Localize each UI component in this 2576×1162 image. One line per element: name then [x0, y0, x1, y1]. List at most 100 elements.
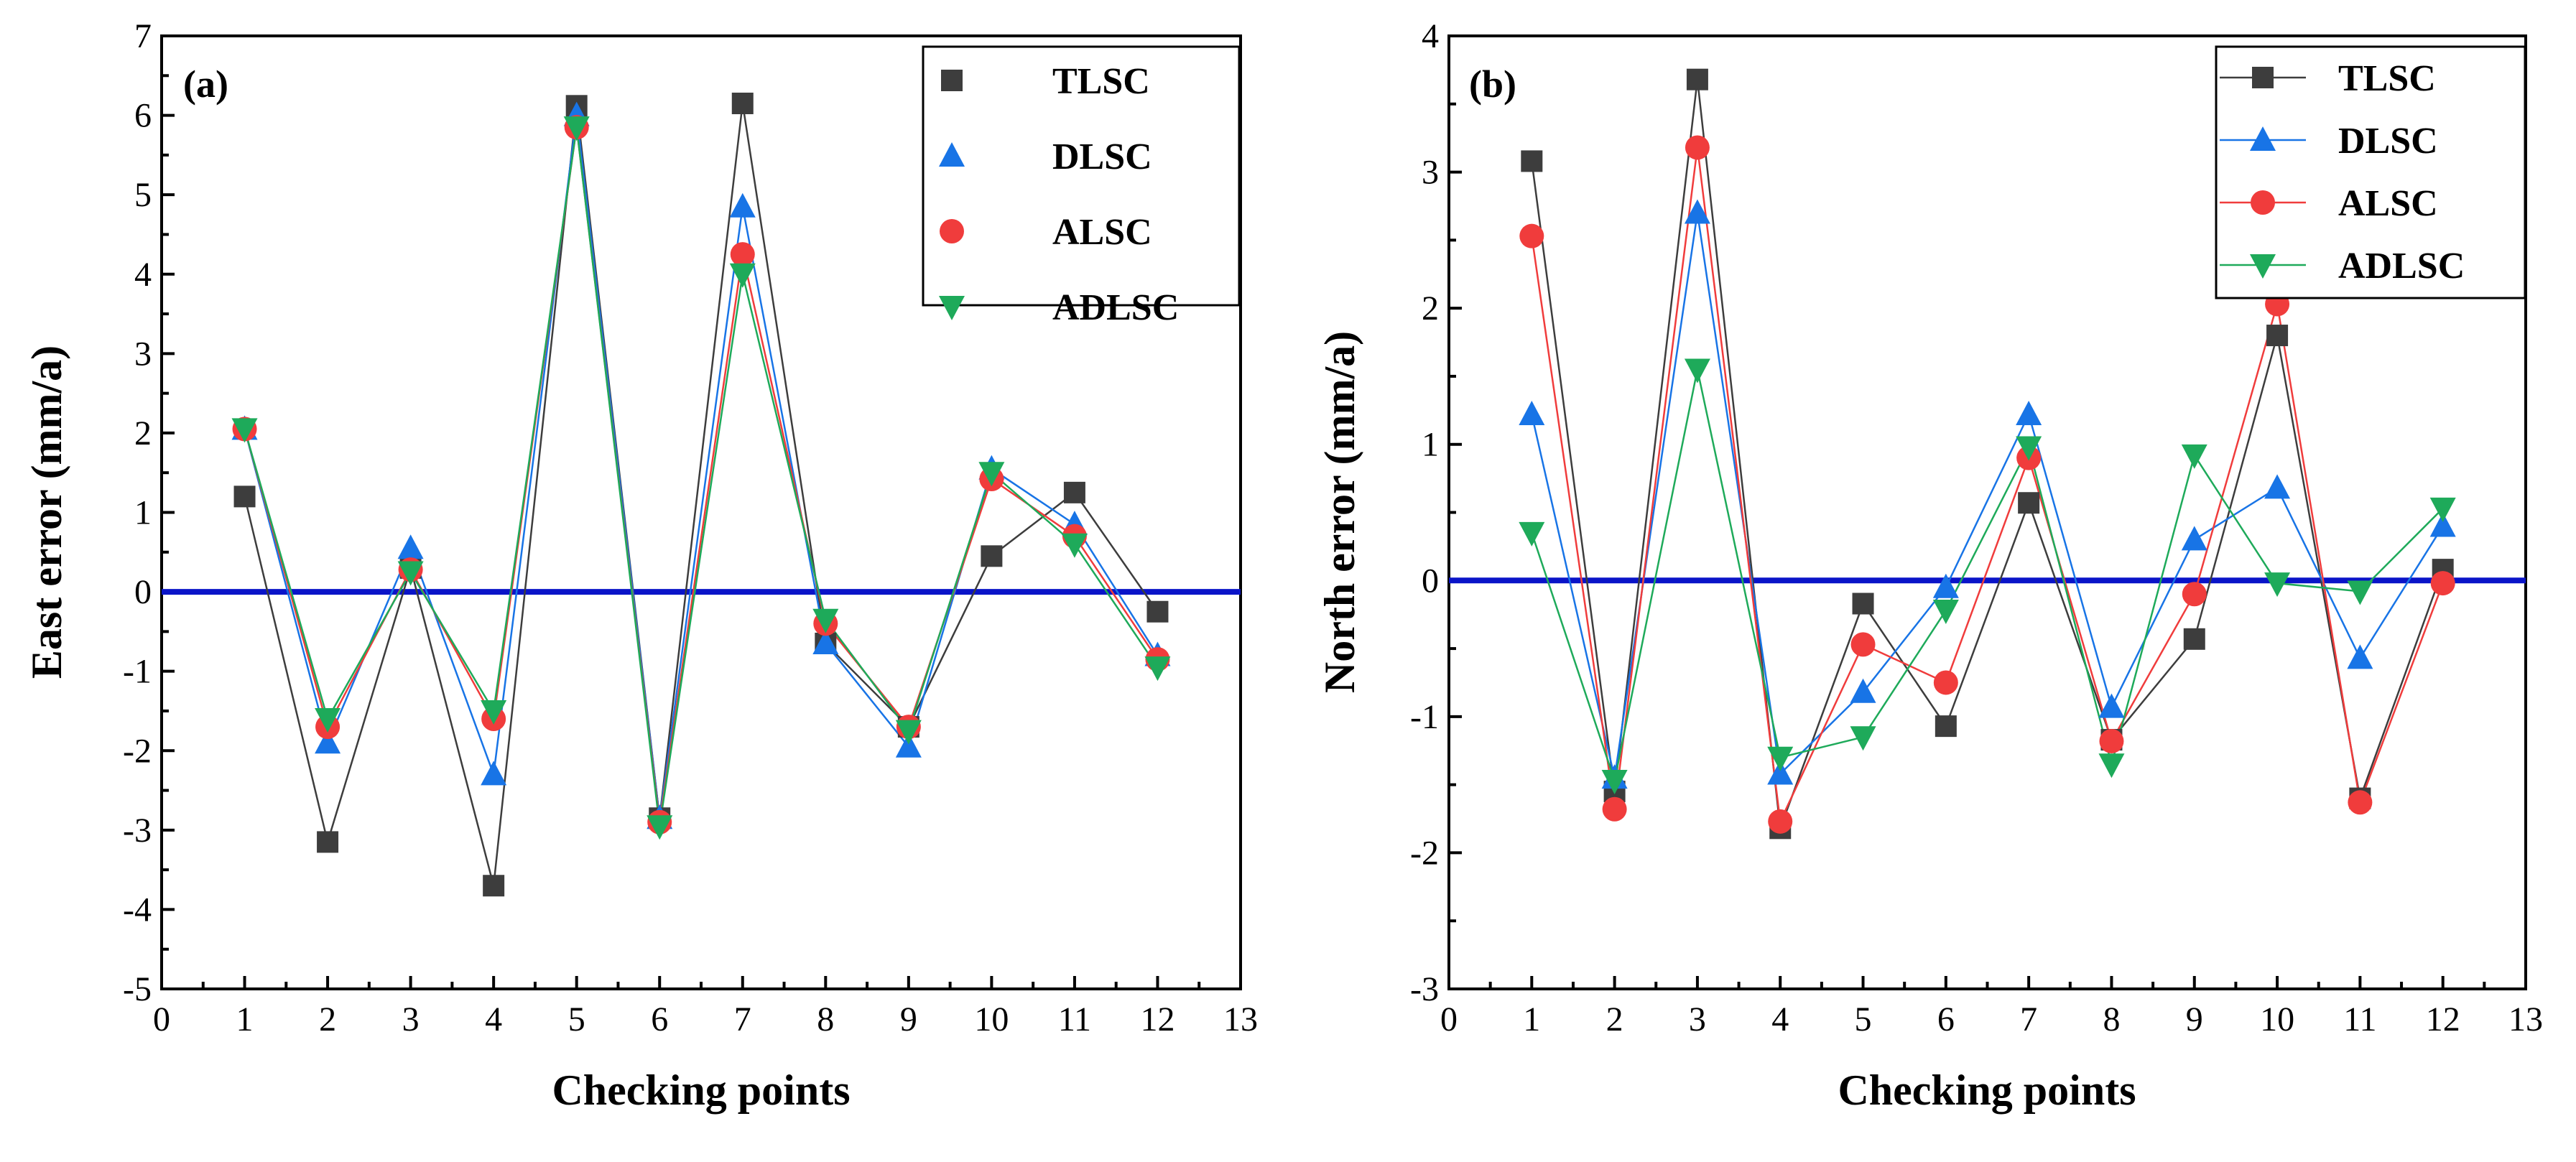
- x-tick-label: 9: [2186, 1000, 2203, 1038]
- y-tick-label: -3: [1410, 970, 1439, 1008]
- data-point-tlsc: [2183, 628, 2205, 650]
- data-point-dlsc: [895, 733, 922, 758]
- x-axis-title: Checking points: [1838, 1066, 2136, 1114]
- data-point-alsc: [1850, 632, 1876, 657]
- data-point-tlsc: [317, 831, 339, 853]
- y-tick-label: -1: [123, 653, 152, 691]
- x-tick-label: 4: [1771, 1000, 1789, 1038]
- x-tick-label: 6: [1937, 1000, 1955, 1038]
- x-tick-label: 8: [817, 1000, 834, 1038]
- legend-marker-adlsc: [939, 296, 965, 320]
- data-point-dlsc: [1684, 199, 1710, 224]
- legend-label-alsc: ALSC: [1052, 212, 1152, 253]
- legend-marker-adlsc: [2250, 254, 2276, 279]
- legend-label-dlsc: DLSC: [1052, 136, 1152, 177]
- data-point-adlsc: [315, 708, 341, 733]
- x-tick-label: 3: [402, 1000, 420, 1038]
- x-axis-title: Checking points: [552, 1066, 850, 1114]
- legend-marker-tlsc: [941, 70, 963, 91]
- legend-box: [922, 45, 1241, 307]
- data-point-tlsc: [1852, 592, 1874, 615]
- data-point-adlsc: [1932, 599, 1959, 624]
- data-point-alsc: [1519, 223, 1544, 248]
- legend-marker-dlsc: [2250, 126, 2276, 151]
- data-point-dlsc: [2181, 526, 2207, 551]
- data-point-adlsc: [1061, 533, 1088, 558]
- legend-label-alsc: ALSC: [2338, 183, 2438, 224]
- series-line-adlsc: [1531, 369, 2444, 784]
- data-point-dlsc: [812, 629, 839, 654]
- x-tick-label: 12: [1140, 1000, 1175, 1038]
- y-tick-label: 1: [1422, 426, 1439, 464]
- x-tick-label: 5: [568, 1000, 585, 1038]
- data-point-adlsc: [231, 418, 258, 443]
- data-point-adlsc: [1601, 769, 1628, 794]
- x-tick-label: 0: [1440, 1000, 1458, 1038]
- chart-panel-east: 0 1 2 3 4 5 6 7 8 9 10 11 12 13-5-4-3-2-101234567Chec…: [23, 17, 1258, 1114]
- y-tick-label: 6: [134, 97, 152, 135]
- data-point-dlsc: [2098, 693, 2125, 718]
- y-tick-label: -1: [1410, 698, 1439, 736]
- y-axis-title: North error (mm/a): [1316, 331, 1363, 693]
- x-tick-label: 5: [1855, 1000, 1872, 1038]
- data-point-dlsc: [1850, 678, 1876, 703]
- data-point-dlsc: [397, 534, 424, 559]
- legend-marker-alsc: [940, 219, 964, 243]
- data-point-dlsc: [2347, 644, 2373, 669]
- data-point-tlsc: [233, 485, 256, 508]
- data-point-adlsc: [1850, 726, 1876, 751]
- data-point-alsc: [2099, 728, 2124, 753]
- data-point-tlsc: [483, 875, 505, 897]
- data-point-alsc: [2348, 790, 2373, 815]
- data-point-tlsc: [2018, 492, 2040, 514]
- y-axis-title: East error (mm/a): [23, 345, 70, 679]
- series-line-alsc: [1531, 147, 2444, 825]
- y-tick-label: 0: [134, 573, 152, 611]
- x-tick-label: 11: [1058, 1000, 1091, 1038]
- data-point-tlsc: [1521, 150, 1543, 172]
- data-point-adlsc: [2181, 444, 2207, 469]
- data-point-dlsc: [1519, 401, 1545, 426]
- data-point-adlsc: [729, 263, 756, 288]
- legend-label-adlsc: ADLSC: [2338, 246, 2465, 287]
- data-point-tlsc: [981, 545, 1003, 567]
- x-tick-label: 10: [974, 1000, 1009, 1038]
- data-point-adlsc: [1144, 656, 1171, 682]
- x-tick-label: 2: [1606, 1000, 1623, 1038]
- data-point-dlsc: [2429, 512, 2456, 537]
- x-tick-label: 2: [319, 1000, 336, 1038]
- data-point-tlsc: [731, 92, 754, 114]
- panel-label: (b): [1469, 62, 1516, 106]
- data-point-dlsc: [2016, 401, 2042, 426]
- data-point-alsc: [1933, 670, 1958, 695]
- data-point-alsc: [2182, 582, 2207, 607]
- x-tick-label: 7: [734, 1000, 751, 1038]
- data-point-adlsc: [2429, 497, 2456, 522]
- x-tick-label: 1: [1523, 1000, 1540, 1038]
- data-point-dlsc: [1767, 760, 1794, 785]
- x-tick-label: 13: [1223, 1000, 1258, 1038]
- data-point-tlsc: [1686, 68, 1708, 90]
- x-tick-label: 8: [2103, 1000, 2120, 1038]
- y-tick-label: 3: [1422, 154, 1439, 192]
- legend: TLSC DLSC ALSC ADLSC: [2215, 45, 2526, 299]
- x-tick-label: 7: [2020, 1000, 2037, 1038]
- data-point-adlsc: [1684, 358, 1710, 384]
- data-point-adlsc: [2264, 572, 2291, 598]
- data-point-alsc: [2430, 571, 2455, 596]
- y-tick-label: 1: [134, 494, 152, 532]
- data-point-tlsc: [1935, 715, 1957, 738]
- data-point-alsc: [730, 242, 755, 267]
- data-point-dlsc: [1932, 573, 1959, 598]
- legend: TLSC DLSC ALSC ADLSC: [922, 45, 1241, 328]
- x-tick-label: 9: [900, 1000, 917, 1038]
- data-point-alsc: [1685, 135, 1710, 160]
- series-line-tlsc: [1531, 79, 2444, 829]
- legend-marker-alsc: [2251, 190, 2275, 215]
- legend-marker-dlsc: [939, 142, 965, 167]
- y-tick-label: 2: [1422, 289, 1439, 327]
- data-point-adlsc: [895, 720, 922, 745]
- y-tick-label: -5: [123, 970, 152, 1008]
